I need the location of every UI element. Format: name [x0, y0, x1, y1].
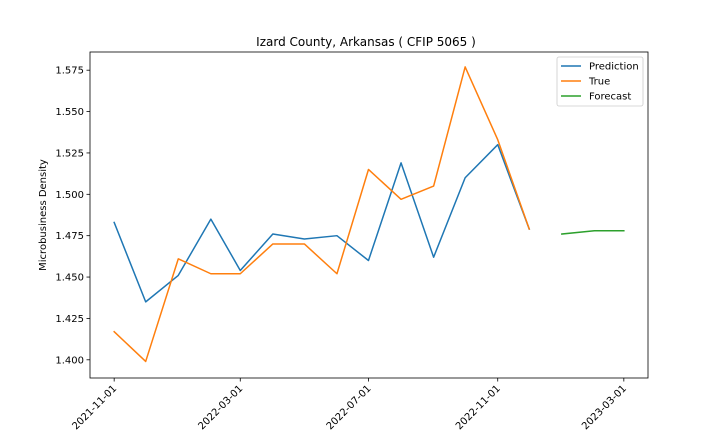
- y-axis-label: Microbusiness Density: [38, 159, 49, 271]
- chart-title: Izard County, Arkansas ( CFIP 5065 ): [256, 35, 476, 49]
- y-tick-label: 1.400: [55, 355, 84, 366]
- y-tick-label: 1.525: [55, 148, 84, 159]
- series-line-prediction: [113, 143, 531, 303]
- y-tick-label: 1.450: [55, 273, 84, 284]
- series-layer: [113, 66, 625, 363]
- series-line-forecast: [561, 229, 625, 235]
- legend-label-true: True: [588, 77, 610, 88]
- x-tick-label: 2023-03-01: [580, 383, 629, 432]
- axes-frame: [89, 51, 649, 379]
- x-tick-label: 2022-11-01: [454, 383, 503, 432]
- legend-label-forecast: Forecast: [589, 92, 631, 103]
- legend-label-prediction: Prediction: [589, 62, 639, 73]
- series-line-true: [113, 66, 531, 363]
- x-tick-label: 2021-11-01: [70, 383, 119, 432]
- legend-box: [556, 56, 644, 107]
- x-tick-label: 2022-07-01: [325, 383, 374, 432]
- x-tick-label: 2022-03-01: [197, 383, 246, 432]
- y-tick-label: 1.475: [55, 231, 84, 242]
- legend: Prediction True Forecast: [556, 56, 644, 107]
- plot-area: [90, 52, 648, 378]
- y-tick-label: 1.425: [55, 314, 84, 325]
- y-tick-label: 1.575: [55, 66, 84, 77]
- y-tick-label: 1.500: [55, 190, 84, 201]
- y-tick-label: 1.550: [55, 107, 84, 118]
